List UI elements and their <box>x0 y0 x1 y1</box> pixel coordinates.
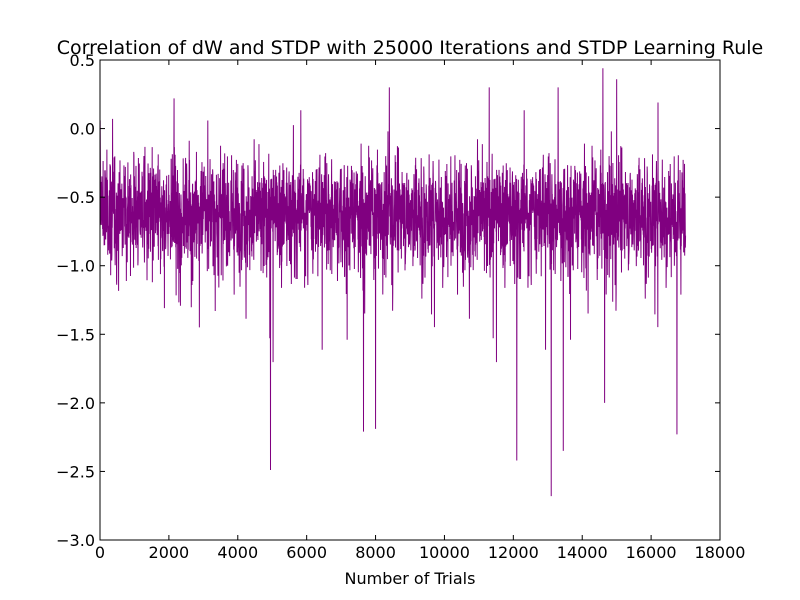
y-tick-label: −1.5 <box>56 325 95 344</box>
x-tick-label: 12000 <box>488 543 539 562</box>
y-tick-label: 0.5 <box>70 51 95 70</box>
x-tick-label: 6000 <box>286 543 327 562</box>
y-tick-label: −0.5 <box>56 188 95 207</box>
y-tick-label: −2.0 <box>56 394 95 413</box>
x-tick-label: 0 <box>95 543 105 562</box>
axes-frame <box>99 59 721 541</box>
chart-title: Correlation of dW and STDP with 25000 It… <box>57 37 763 59</box>
x-tick-label: 14000 <box>557 543 608 562</box>
x-axis-label: Number of Trials <box>345 569 476 588</box>
x-tick-label: 8000 <box>355 543 396 562</box>
y-tick-label: −1.0 <box>56 257 95 276</box>
x-tick-label: 2000 <box>149 543 190 562</box>
y-tick-label: −2.5 <box>56 462 95 481</box>
x-tick-label: 4000 <box>217 543 258 562</box>
y-tick-label: −3.0 <box>56 531 95 550</box>
x-tick-label: 10000 <box>419 543 470 562</box>
series-line <box>100 68 687 497</box>
x-tick-label: 18000 <box>695 543 746 562</box>
axis-ticks: 0 2000 4000 6000 8000 10000 12000 14000 16000 180… <box>56 51 745 562</box>
y-tick-label: 0.0 <box>70 120 95 139</box>
x-tick-label: 16000 <box>626 543 677 562</box>
plot-area <box>100 68 687 497</box>
